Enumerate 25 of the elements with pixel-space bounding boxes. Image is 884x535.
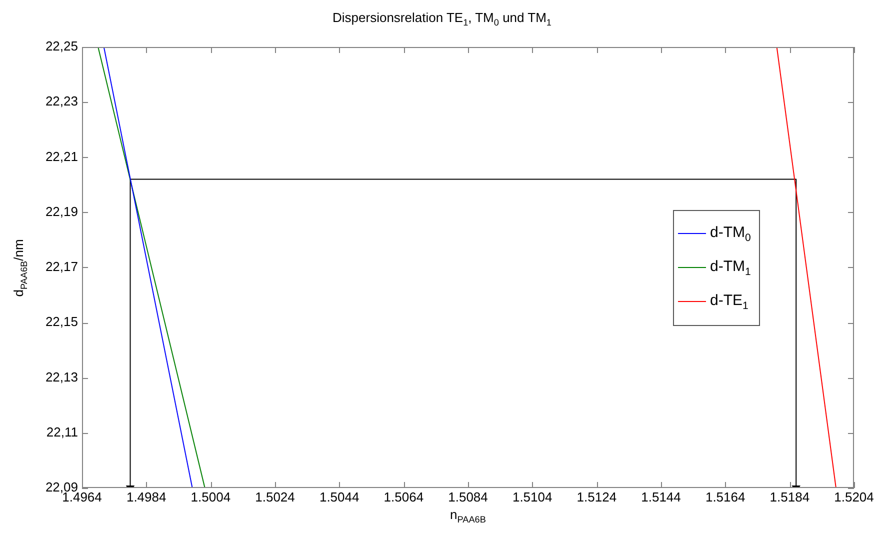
- y-tick-label: 22,15: [45, 314, 78, 330]
- legend-label: d-TM$_{0}$: [710, 224, 751, 244]
- x-tick-label: 1.4984: [126, 489, 166, 504]
- x-tick-label: 1.5124: [576, 489, 617, 504]
- x-tick-label: 1.5164: [705, 489, 746, 504]
- x-tick-label: 1.5084: [448, 489, 488, 504]
- x-tick-label: 1.5024: [255, 489, 295, 504]
- y-tick-label: 22,25: [45, 38, 78, 54]
- x-tick-label: 1.5004: [190, 489, 231, 504]
- y-tick-label: 22,11: [46, 424, 78, 440]
- legend-label: d-TM$_{1}$: [710, 258, 751, 278]
- x-tick-label: 1.5044: [319, 489, 360, 504]
- x-tick-label: 1.5184: [770, 489, 810, 504]
- y-tick-label: 22,23: [45, 94, 78, 109]
- x-axis-title: n$_{PAA6B}$: [450, 507, 486, 525]
- x-tick-label: 1.5104: [512, 489, 552, 504]
- x-tick-label: 1.5204: [834, 489, 874, 504]
- y-tick-label: 22,21: [45, 148, 78, 164]
- x-tick-label: 1.5064: [384, 489, 424, 504]
- chart-title: Dispersionsrelation TE$_{1}$, TM$_{0}$ und TM$_{1}$: [332, 10, 552, 28]
- y-tick-label: 22,13: [45, 369, 78, 384]
- x-tick-label: 1.5144: [641, 489, 681, 504]
- legend-label: d-TE$_{1}$: [710, 292, 748, 312]
- y-tick-label: 22,17: [45, 259, 78, 274]
- y-tick-label: 22,19: [45, 204, 78, 219]
